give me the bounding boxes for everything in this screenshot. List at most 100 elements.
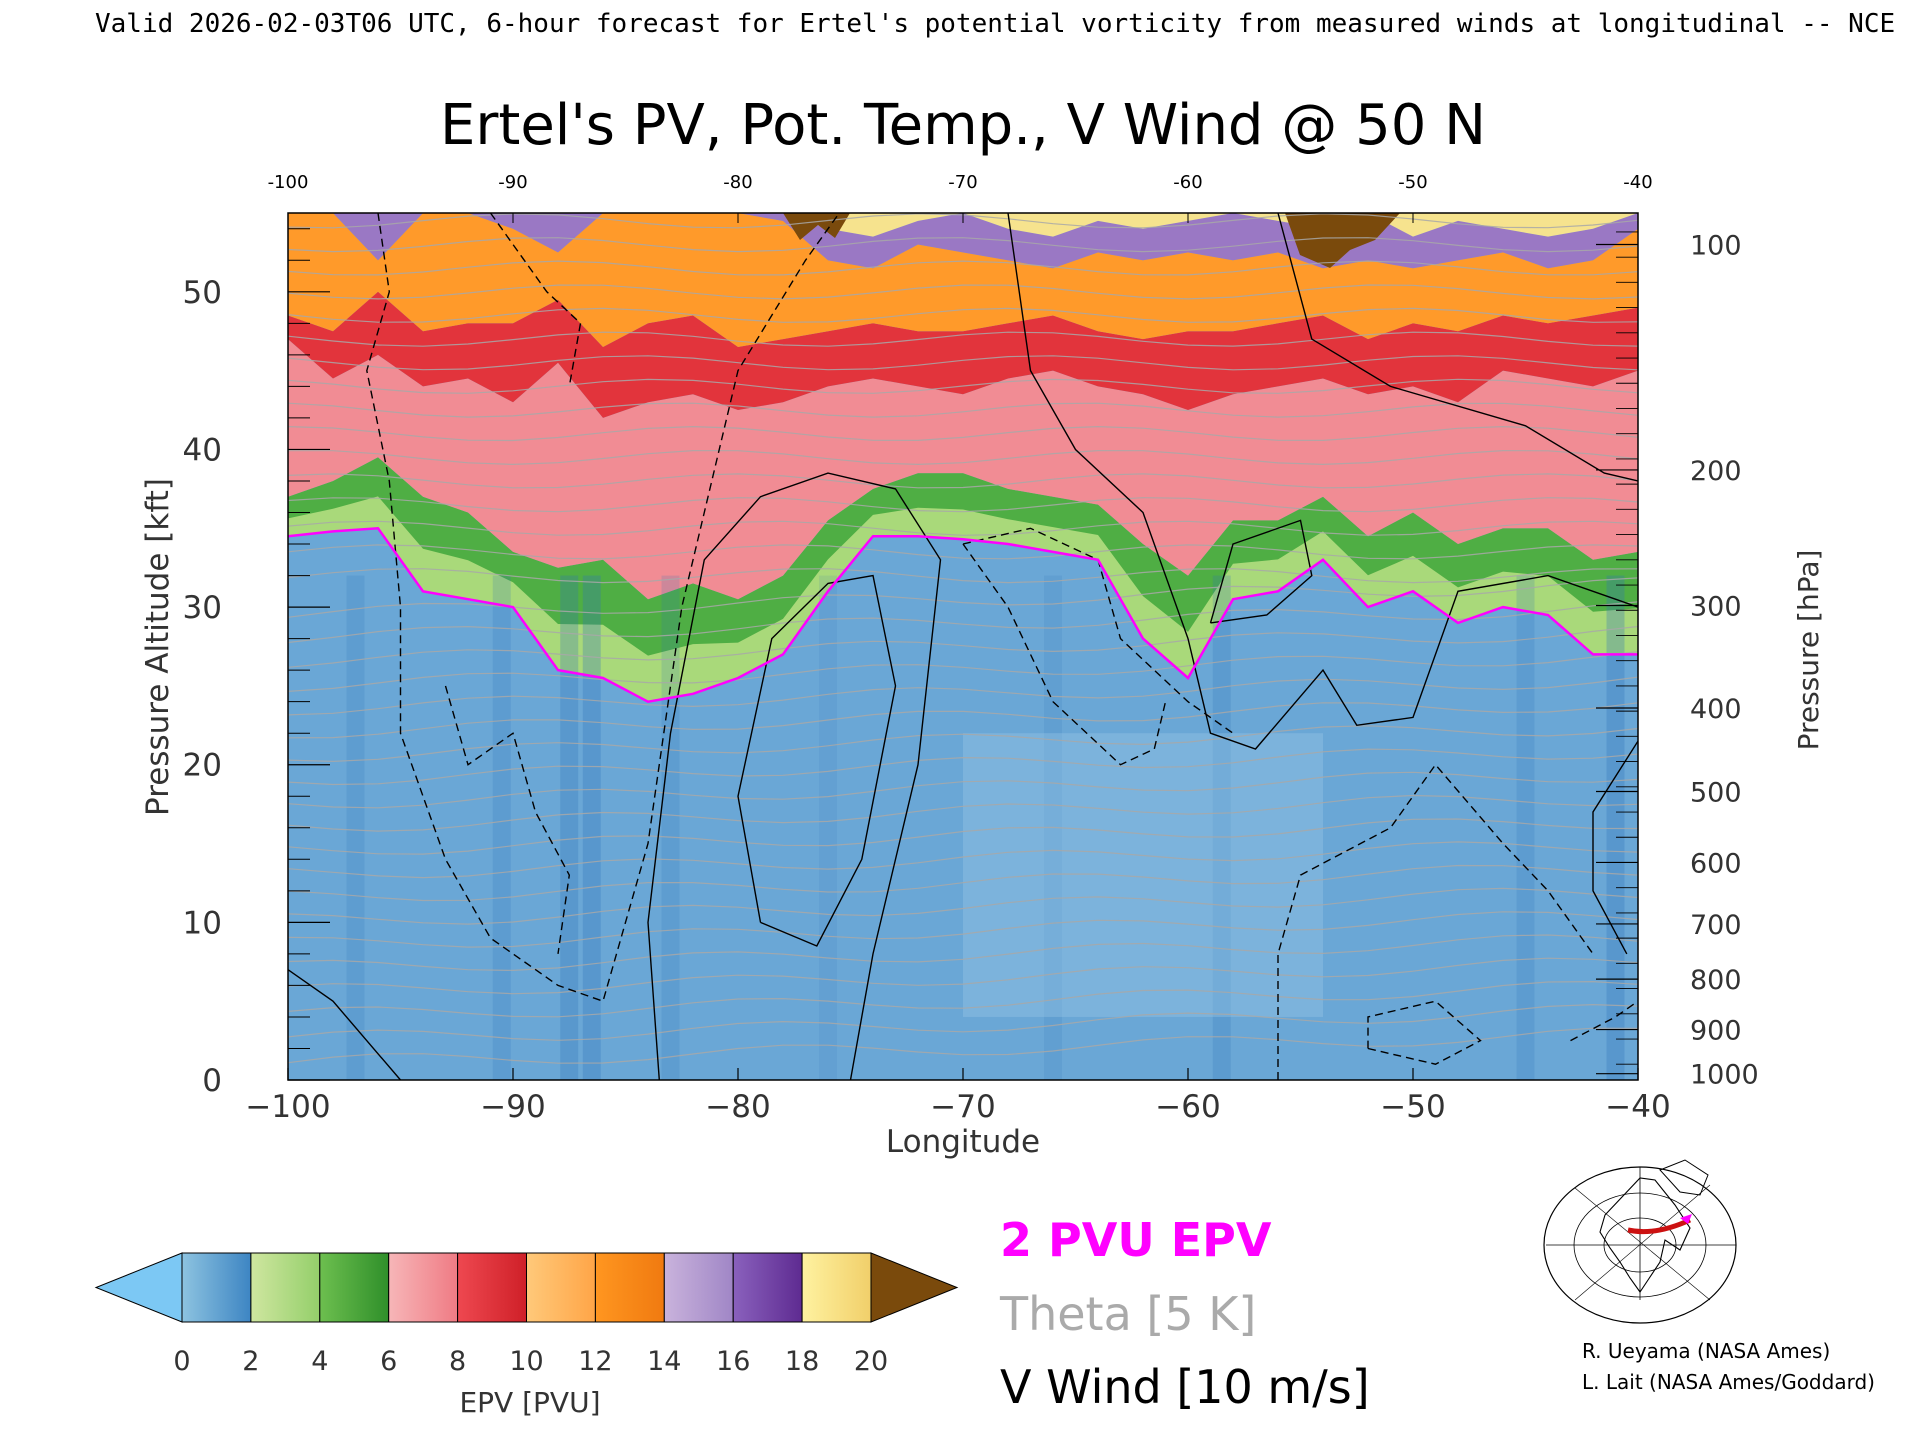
theta-line: [288, 818, 1638, 855]
y-tick-label: 0: [202, 1063, 222, 1099]
v-wind-contours: [288, 213, 1638, 1080]
y-axis-right: 100 200 300 400 500 600 700 800 900 1000: [1596, 231, 1759, 1091]
theta-line: [288, 1003, 1638, 1041]
v-wind-contour: [1592, 740, 1638, 955]
low-pv-region: [963, 733, 1323, 1017]
top-tick-label: -80: [723, 172, 752, 193]
top-tick-label: -60: [1173, 172, 1202, 193]
y-tick-label: 30: [183, 590, 222, 626]
x-tick-label: −40: [1605, 1089, 1670, 1125]
colorbar-segment: [526, 1252, 596, 1323]
pv-streak: [1212, 575, 1231, 1080]
top-tick-label: -70: [948, 172, 977, 193]
theta-line: [288, 355, 1638, 371]
pv-heatmap: [288, 213, 1638, 1080]
colorbar-tick-label: 14: [647, 1346, 681, 1377]
over-range-patch: [1285, 213, 1400, 268]
tropopause-2pvu-line: [288, 527, 1638, 704]
v-wind-contour: [444, 685, 571, 954]
theta-line: [288, 771, 1638, 809]
theta-line: [288, 1027, 1638, 1064]
colorbar: 0 2 4 6 8 10 12 14 16 18 20: [94, 1252, 959, 1377]
colorbar-segment: [319, 1252, 390, 1323]
theta-line: [288, 425, 1638, 442]
v-wind-contour: [1367, 1000, 1482, 1065]
x-tick-label: −50: [1380, 1089, 1445, 1125]
theta-line: [288, 748, 1638, 786]
y-tick-label: 50: [183, 275, 222, 311]
y-axis-label-right: Pressure [hPa]: [1792, 550, 1825, 751]
top-tick-label: -90: [498, 172, 527, 193]
y-tick-label: 10: [183, 905, 222, 941]
theta-line: [288, 794, 1638, 832]
theta-line: [288, 284, 1638, 300]
pv-bands: [288, 213, 1638, 702]
theta-line: [288, 402, 1638, 418]
v-wind-contour: [737, 574, 897, 947]
theta-line: [288, 934, 1638, 972]
v-wind-contour: [1007, 213, 1638, 750]
theta-line: [288, 625, 1638, 668]
colorbar-segment: [594, 1252, 665, 1323]
top-tick-label: -100: [268, 172, 309, 193]
colorbar-tick-label: 16: [716, 1346, 750, 1377]
theta-line: [288, 887, 1638, 925]
y-axis-label-left: Pressure Altitude [kft]: [140, 478, 176, 816]
theta-line: [288, 601, 1638, 644]
theta-line: [288, 520, 1638, 536]
colorbar-segment: [457, 1252, 528, 1323]
colorbar-segment: [663, 1252, 734, 1323]
theta-line: [288, 957, 1638, 995]
theta-line: [288, 864, 1638, 902]
x-tick-label: −80: [705, 1089, 770, 1125]
colorbar-tick-label: 18: [785, 1346, 819, 1377]
theta-line: [288, 702, 1638, 739]
pv-streak: [819, 575, 837, 1080]
theta-line: [288, 331, 1638, 347]
v-wind-contour: [288, 969, 402, 1080]
theta-line: [288, 841, 1638, 879]
colorbar-tick-label: 2: [242, 1346, 259, 1377]
y-tick-label: 20: [183, 748, 222, 784]
theta-line: [288, 725, 1638, 763]
x-axis-top: -100 -90 -80 -70 -60 -50 -40: [268, 172, 1653, 223]
theta-line: [288, 676, 1638, 716]
theta-line: [288, 544, 1638, 560]
y-axis-left: 0 10 20 30 40 50: [183, 228, 330, 1099]
pressure-tick-label: 500: [1690, 778, 1742, 809]
theta-line: [288, 378, 1638, 394]
pv-streak: [1516, 575, 1535, 1080]
v-wind-contour: [1209, 519, 1313, 624]
pressure-tick-label: 200: [1690, 456, 1742, 487]
x-tick-label: −100: [245, 1089, 330, 1125]
v-wind-contour: [1570, 1000, 1638, 1042]
x-axis-bottom: −100 −90 −80 −70 −60 −50 −40: [245, 1068, 1671, 1125]
colorbar-tick-label: 8: [449, 1346, 466, 1377]
band-10-14pvu: [288, 213, 1638, 347]
header-valid-line: Valid 2026-02-03T06 UTC, 6-hour forecast…: [95, 9, 1895, 39]
theta-line: [288, 497, 1638, 513]
pv-streak: [1606, 575, 1625, 1080]
pv-streak: [346, 575, 365, 1080]
colorbar-segment: [181, 1252, 252, 1323]
theta-line: [288, 980, 1638, 1018]
x-tick-label: −70: [930, 1089, 995, 1125]
v-wind-contour: [366, 213, 840, 1003]
top-tick-label: -40: [1623, 172, 1652, 193]
pressure-tick-label: 300: [1690, 592, 1742, 623]
colorbar-tick-label: 12: [578, 1346, 612, 1377]
theta-line: [288, 651, 1638, 692]
v-wind-contour: [647, 472, 942, 1080]
v-wind-contour: [1277, 213, 1638, 482]
pv-streak: [661, 575, 680, 1080]
band-2-4pvu: [288, 496, 1638, 702]
v-wind-contour: [489, 213, 582, 387]
theta-line: [288, 911, 1638, 948]
v-wind-contour: [962, 543, 1167, 766]
v-wind-contour: [962, 527, 1234, 734]
band-8-10pvu: [288, 291, 1638, 418]
colorbar-tick-label: 10: [509, 1346, 543, 1377]
y-tick-label: 40: [183, 432, 222, 468]
colorbar-segment: [732, 1252, 803, 1323]
chart-title: Ertel's PV, Pot. Temp., V Wind @ 50 N: [440, 93, 1486, 158]
